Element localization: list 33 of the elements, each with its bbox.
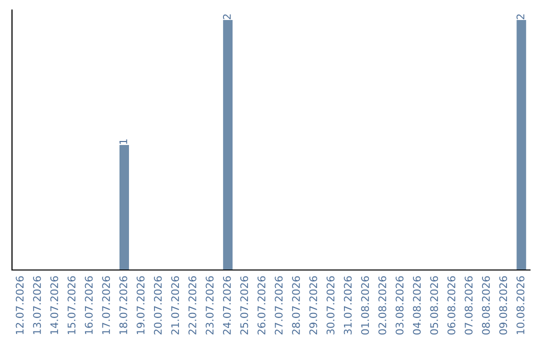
x-tick-label: 02.08.2026 bbox=[378, 276, 386, 335]
x-tick-label: 15.07.2026 bbox=[68, 276, 76, 334]
x-tick-label: 01.08.2026 bbox=[361, 276, 369, 335]
x-tick-label: 25.07.2026 bbox=[240, 276, 248, 334]
x-tick-label: 10.08.2026 bbox=[516, 276, 524, 334]
x-tick-label: 14.07.2026 bbox=[50, 276, 58, 334]
x-tick-label: 28.07.2026 bbox=[292, 276, 300, 334]
x-tick-label: 27.07.2026 bbox=[274, 276, 283, 334]
x-tick-label: 21.07.2026 bbox=[171, 276, 180, 334]
x-tick-label: 05.08.2026 bbox=[430, 276, 438, 335]
x-tick-label: 19.07.2026 bbox=[136, 276, 145, 334]
x-tick-label: 26.07.2026 bbox=[258, 276, 266, 334]
x-tick-label: 16.07.2026 bbox=[84, 276, 93, 334]
data-label: 1 bbox=[120, 139, 128, 144]
x-tick-label: 07.08.2026 bbox=[464, 276, 473, 335]
x-tick-label: 08.08.2026 bbox=[482, 276, 490, 335]
x-tick-label: 17.07.2026 bbox=[102, 276, 110, 334]
x-tick-label: 31.07.2026 bbox=[344, 276, 352, 334]
x-tick-label: 29.07.2026 bbox=[309, 276, 318, 334]
data-label: 2 bbox=[222, 14, 231, 20]
x-tick-label: 30.07.2026 bbox=[326, 276, 334, 334]
x-tick-label: 18.07.2026 bbox=[119, 276, 128, 334]
x-tick-label: 12.07.2026 bbox=[16, 276, 24, 334]
x-tick-label: 13.07.2026 bbox=[33, 276, 41, 334]
x-tick-label: 20.07.2026 bbox=[154, 276, 162, 334]
x-tick-label: 04.08.2026 bbox=[412, 276, 421, 335]
x-tick-label: 09.08.2026 bbox=[499, 276, 508, 335]
x-tick-label: 03.08.2026 bbox=[396, 276, 404, 335]
x-tick-label: 24.07.2026 bbox=[222, 276, 231, 334]
x-tick-label: 22.07.2026 bbox=[188, 276, 196, 334]
data-label: 2 bbox=[516, 14, 524, 20]
x-tick-label: 23.07.2026 bbox=[206, 276, 214, 334]
x-tick-label: 06.08.2026 bbox=[447, 276, 456, 335]
